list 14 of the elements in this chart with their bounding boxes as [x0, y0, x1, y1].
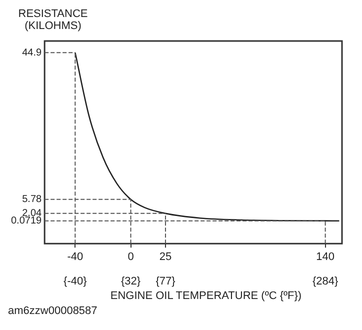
x2-tick-label: {-40} [64, 275, 88, 288]
x-tick-label: 0 [128, 251, 134, 264]
x2-tick-label: {77} [156, 275, 176, 288]
y-tick-label: 5.78 [22, 194, 42, 206]
x2-tick-label: {32} [120, 275, 141, 288]
x-tick-label: 140 [316, 251, 334, 264]
y-tick-label: 44.9 [22, 47, 42, 58]
y-axis-title: RESISTANCE (KILOHMS) [17, 8, 89, 32]
x-tick-label: 25 [159, 251, 172, 264]
x2-tick-label: {284} [312, 275, 338, 288]
line-series [74, 52, 340, 222]
x-tick-label: -40 [67, 251, 84, 264]
x-axis-title: ENGINE OIL TEMPERATURE (ºC {ºF}) [109, 290, 303, 302]
text: am6zzw00008587 [8, 305, 98, 317]
